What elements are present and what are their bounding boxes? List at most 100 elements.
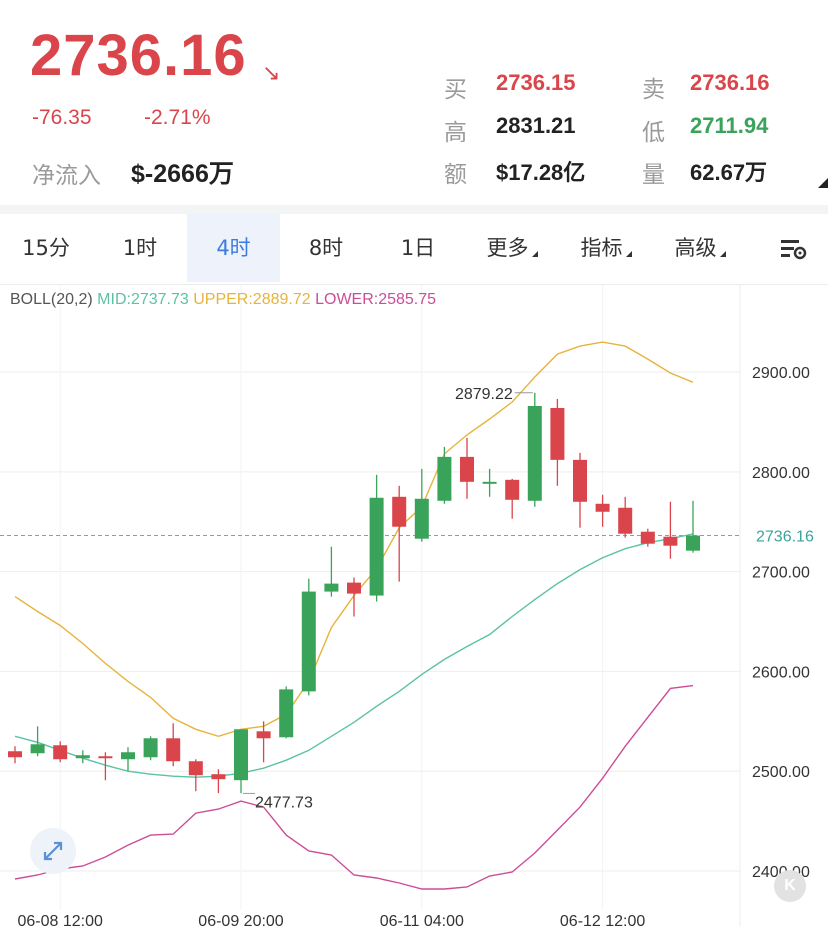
x-tick-label: 06-09 20:00 [198,913,284,927]
tab-1h[interactable]: 1时 [94,214,186,282]
bid-value: 2736.15 [496,70,576,95]
x-tick-label: 06-12 12:00 [560,913,646,927]
tabs-divider [0,284,828,285]
boll-lower-line [14,684,694,890]
candle-body [188,761,203,776]
tab-advanced[interactable]: 高级 [652,214,748,282]
candle-body [392,496,407,527]
candle-body [550,407,565,460]
interval-tabs: 15分 1时 4时 8时 1日 更多 指标 高级 [0,214,828,284]
y-tick-label: 2500.00 [752,764,810,781]
low-value: 2711.94 [690,113,769,138]
candle-body [279,689,294,738]
candle-body [640,531,655,544]
tab-label: 1日 [400,236,436,260]
tab-label: 8时 [308,236,344,260]
boll-legend: BOLL(20,2) MID:2737.73 UPPER:2889.72 LOW… [10,291,436,309]
tab-8h[interactable]: 8时 [280,214,372,282]
candle-body [686,535,700,551]
high-value: 2831.21 [496,113,576,138]
candle-body [460,456,474,482]
current-price-label: 2736.16 [756,529,814,546]
price-change-percent: -2.71% [144,106,211,129]
tab-label: 4时 [216,236,251,260]
candle-body [234,729,248,781]
boll-lower-label: LOWER:2585.75 [315,291,437,308]
tab-label: 1时 [122,236,158,260]
candle-body [256,731,271,739]
candle-body [30,744,45,754]
corner-toggle-icon[interactable] [818,178,828,188]
tab-label: 15分 [22,236,70,260]
candle-body [618,507,633,534]
candlestick-chart[interactable]: 2900.002800.002700.002600.002500.002400.… [0,285,828,927]
candle-body [324,583,339,592]
candle-body [347,582,361,594]
candle-body [143,738,158,758]
x-tick-label: 06-08 12:00 [17,913,103,927]
candle-body [211,774,226,780]
high-label: 高 [444,120,467,146]
candle-body [595,503,610,512]
candle-body [505,479,520,500]
expand-button[interactable] [30,828,76,874]
candle-body [98,756,113,759]
price-change: -76.35 [32,106,92,129]
expand-arrows-icon [43,841,63,861]
candle-body [75,755,90,759]
y-tick-label: 2600.00 [752,664,810,681]
tab-more[interactable]: 更多 [464,214,560,282]
boll-name: BOLL(20,2) [10,291,93,308]
bid-label: 买 [444,77,467,103]
candle-body [437,456,452,501]
chart-settings-icon [781,240,807,260]
candle-body [527,405,542,501]
net-inflow-value: $-2666万 [131,160,234,188]
candle-body [663,536,678,546]
candle-body [8,751,22,758]
turnover-value: $17.28亿 [496,160,586,185]
boll-upper-label: UPPER:2889.72 [193,291,311,308]
candle-body [53,745,68,760]
ask-value: 2736.16 [690,70,770,95]
dropdown-corner-icon [719,251,726,257]
low-label: 低 [642,120,665,146]
candle-body [482,481,497,484]
tab-1d[interactable]: 1日 [372,214,464,282]
k-logo-icon[interactable]: K [774,870,806,902]
candles [8,392,700,794]
tab-4h[interactable]: 4时 [187,214,280,282]
candle-body [414,498,429,539]
last-price: 2736.16 [30,23,247,88]
x-tick-label: 06-11 04:00 [380,913,464,927]
candle-body [166,738,181,762]
dropdown-corner-icon [531,251,538,257]
volume-label: 量 [642,162,665,188]
ask-label: 卖 [642,77,665,103]
tab-15m[interactable]: 15分 [0,214,92,282]
tab-label: 指标 [580,236,623,260]
tab-label: 更多 [486,236,529,260]
boll-upper-line [14,341,694,738]
net-inflow-label: 净流入 [32,163,101,189]
candle-body [301,591,316,692]
candle-body [369,497,384,596]
grid [0,285,741,927]
chart-labels: 2900.002800.002700.002600.002500.002400.… [17,365,813,927]
max-price-label: 2879.22 [455,386,513,403]
chart-settings-button[interactable] [760,214,828,282]
turnover-label: 额 [444,162,467,188]
boll-mid-line [14,533,694,778]
down-arrow-icon: ↘ [262,60,281,85]
tab-label: 高级 [674,236,717,260]
candle-body [121,752,135,760]
tab-indicators[interactable]: 指标 [560,214,652,282]
y-tick-label: 2700.00 [752,565,810,582]
min-price-label: 2477.73 [255,794,313,811]
volume-value: 62.67万 [690,160,768,185]
section-divider [0,205,828,214]
dropdown-corner-icon [625,251,632,257]
boll-mid-label: MID:2737.73 [97,291,189,308]
y-tick-label: 2900.00 [752,365,810,382]
y-tick-label: 2800.00 [752,465,810,482]
